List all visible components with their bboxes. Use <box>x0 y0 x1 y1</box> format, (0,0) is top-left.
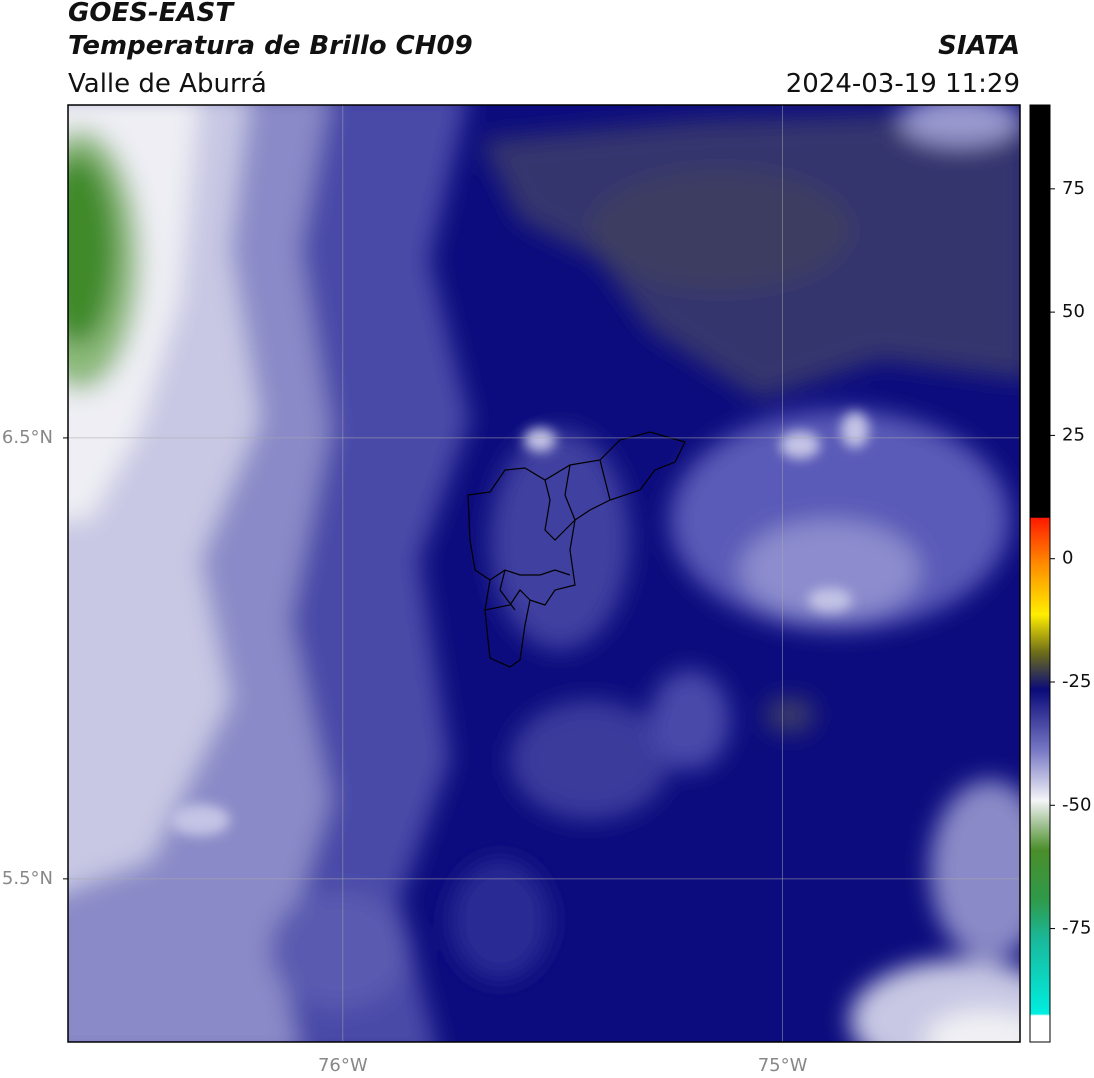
map-frame <box>67 104 1021 1043</box>
colorbar-tick-label: -50 <box>1062 794 1091 815</box>
satellite-image <box>68 105 1020 1042</box>
colorbar-tick-label: 75 <box>1062 178 1085 199</box>
x-tick-label: 75°W <box>758 1055 808 1076</box>
title: GOES-EAST <box>68 0 235 28</box>
colorbar <box>1029 104 1051 1043</box>
region: Valle de Aburrá <box>68 69 267 99</box>
subtitle: Temperatura de Brillo CH09 <box>68 31 473 61</box>
y-tick-label: 6.5°N <box>2 427 53 448</box>
colorbar-tick-label: 25 <box>1062 424 1085 445</box>
colorbar-tick-label: -25 <box>1062 671 1091 692</box>
timestamp: 2024-03-19 11:29 <box>786 69 1020 99</box>
colorbar-tick-label: 50 <box>1062 301 1085 322</box>
municipal-boundaries <box>467 431 686 668</box>
x-tick-label: 76°W <box>318 1055 368 1076</box>
colorbar-tick-label: -75 <box>1062 918 1091 939</box>
colorbar-tick-label: 0 <box>1062 548 1073 569</box>
y-tick-label: 5.5°N <box>2 868 53 889</box>
source: SIATA <box>938 31 1020 61</box>
